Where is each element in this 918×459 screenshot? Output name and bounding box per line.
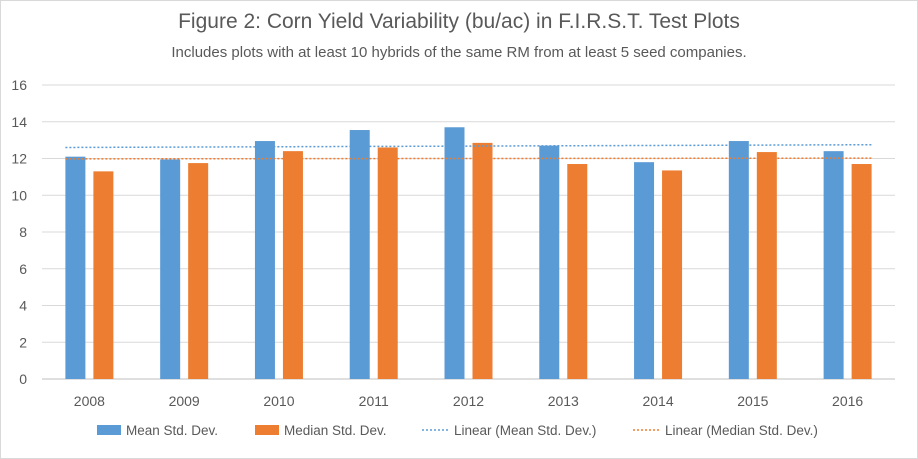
tick-layer: 0 2 4 6 8 10 12 14 16 2008 2009 2010 2011 2012 2013 201… <box>11 77 863 409</box>
mean-bar <box>349 130 370 379</box>
x-tick-label: 2016 <box>832 393 863 409</box>
median-bar <box>188 163 209 379</box>
mean-bar <box>65 156 86 379</box>
median-bar <box>851 164 872 379</box>
y-tick-label: 0 <box>19 371 27 387</box>
median-bar <box>662 170 683 379</box>
y-tick-label: 6 <box>19 261 27 277</box>
mean-trendline <box>65 143 872 149</box>
legend-median-trend-label: Linear (Median Std. Dev.) <box>665 423 818 438</box>
x-tick-label: 2010 <box>263 393 294 409</box>
chart-subtitle: Includes plots with at least 10 hybrids … <box>171 44 747 61</box>
median-bar <box>282 151 303 379</box>
x-tick-label: 2008 <box>74 393 105 409</box>
y-tick-label: 10 <box>11 187 27 203</box>
legend-mean-swatch <box>97 425 121 435</box>
legend-mean-trend-label: Linear (Mean Std. Dev.) <box>454 423 596 438</box>
x-tick-label: 2015 <box>737 393 768 409</box>
x-tick-label: 2009 <box>169 393 200 409</box>
mean-bar <box>254 141 275 379</box>
x-tick-label: 2013 <box>548 393 579 409</box>
mean-bar <box>444 127 465 379</box>
y-tick-label: 4 <box>19 298 27 314</box>
median-bar <box>756 152 777 379</box>
grid-layer <box>42 84 895 380</box>
legend-mean-label: Mean Std. Dev. <box>126 423 218 438</box>
y-tick-label: 12 <box>11 151 27 167</box>
y-tick-label: 14 <box>11 114 27 130</box>
mean-bar <box>160 159 181 379</box>
y-tick-label: 16 <box>11 77 27 93</box>
y-tick-label: 2 <box>19 334 27 350</box>
chart-title: Figure 2: Corn Yield Variability (bu/ac)… <box>178 10 740 33</box>
trend-layer <box>65 143 872 160</box>
median-bar <box>472 142 493 379</box>
mean-bar <box>539 145 560 379</box>
mean-bar <box>728 141 749 379</box>
median-bar <box>567 164 588 379</box>
bar-layer <box>65 127 872 379</box>
median-bar <box>93 171 114 379</box>
legend-median-swatch <box>255 425 279 435</box>
mean-bar <box>823 151 844 379</box>
legend: Mean Std. Dev. Median Std. Dev. Linear (Me… <box>97 423 818 438</box>
median-bar <box>377 147 398 379</box>
x-tick-label: 2014 <box>642 393 673 409</box>
y-tick-label: 8 <box>19 224 27 240</box>
x-tick-label: 2011 <box>359 393 389 409</box>
legend-median-label: Median Std. Dev. <box>284 423 387 438</box>
x-tick-label: 2012 <box>453 393 484 409</box>
mean-bar <box>634 162 655 379</box>
